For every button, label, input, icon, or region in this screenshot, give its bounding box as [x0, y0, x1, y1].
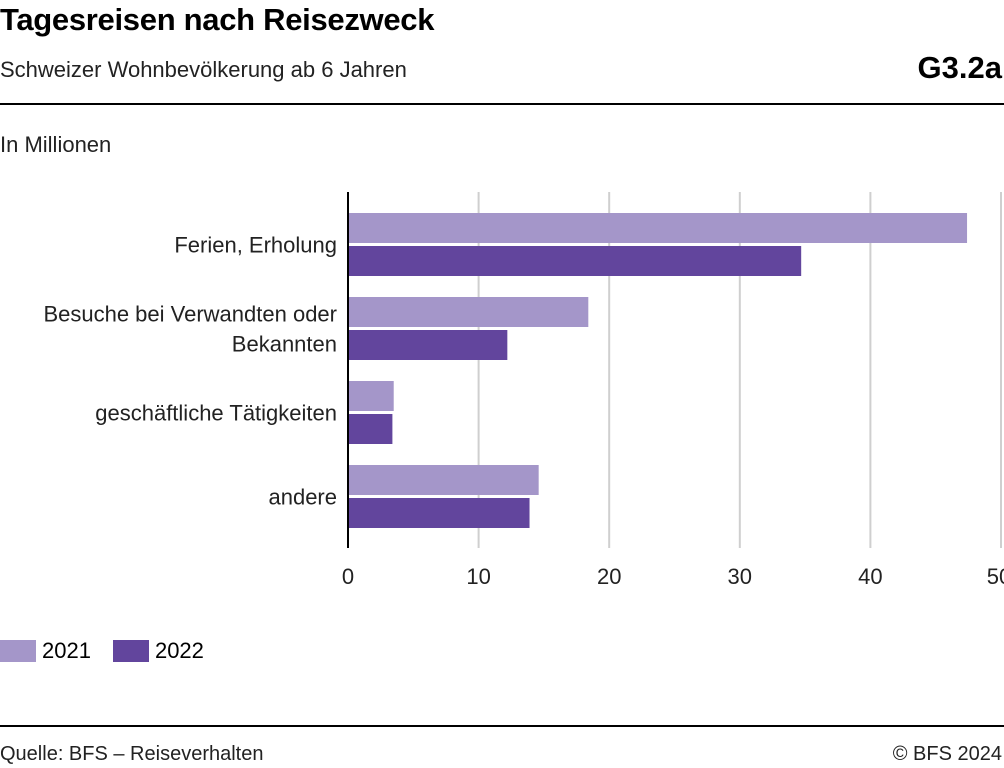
- legend-swatch-2021: [0, 640, 36, 662]
- x-tick-label: 30: [728, 564, 752, 589]
- legend-swatch-2022: [112, 640, 149, 662]
- bar-2022: [348, 498, 530, 528]
- bar-2021: [348, 465, 539, 495]
- header-divider: [0, 103, 1004, 105]
- legend-label-2021: 2021: [42, 638, 91, 663]
- category-label: Bekannten: [232, 332, 337, 357]
- bar-2022: [348, 330, 508, 360]
- bar-2021: [348, 213, 968, 243]
- x-tick-label: 40: [858, 564, 882, 589]
- category-label: geschäftliche Tätigkeiten: [95, 401, 337, 426]
- x-tick-label: 20: [597, 564, 621, 589]
- footer-divider: [0, 725, 1004, 727]
- bar-2022: [348, 414, 393, 444]
- legend: 2021 2022: [0, 638, 226, 664]
- category-label: andere: [268, 485, 337, 510]
- copyright-note: © BFS 2024: [892, 743, 1002, 765]
- x-tick-label: 0: [342, 564, 354, 589]
- x-tick-label: 10: [466, 564, 490, 589]
- legend-label-2022: 2022: [154, 638, 204, 663]
- chart-subtitle: Schweizer Wohnbevölkerung ab 6 Jahren: [0, 57, 407, 82]
- bar-chart: 0 10 20 30 40 50 Ferien, Erholung Besuche bei V…: [43, 192, 1004, 589]
- x-tick-label: 50: [987, 564, 1004, 589]
- chart-title: Tagesreisen nach Reisezweck: [0, 2, 435, 37]
- graph-code: G3.2a: [917, 50, 1002, 85]
- unit-label: In Millionen: [0, 132, 112, 157]
- bar-2022: [348, 246, 802, 276]
- category-label: Besuche bei Verwandten oder: [43, 302, 337, 327]
- source-note: Quelle: BFS – Reiseverhalten: [0, 743, 264, 765]
- legend-item-2021: 2021: [0, 638, 91, 664]
- category-label: Ferien, Erholung: [174, 233, 337, 258]
- bar-2021: [348, 297, 589, 327]
- legend-item-2022: 2022: [112, 638, 204, 664]
- bar-2021: [348, 381, 394, 411]
